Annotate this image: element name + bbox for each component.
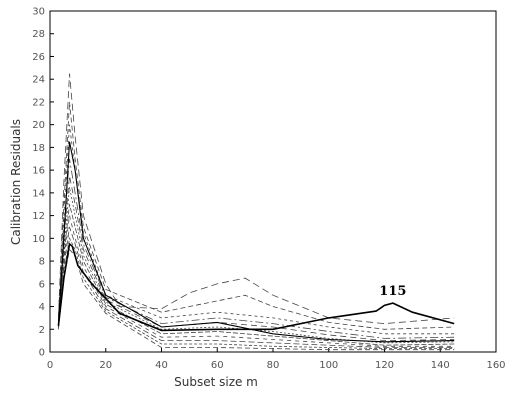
y-axis-title: Calibration Residuals	[9, 119, 23, 245]
y-tick-label: 22	[32, 97, 45, 108]
x-axis-ticks: 0 20 40 60 80 100 120 140 160	[47, 348, 506, 371]
y-tick-label: 10	[32, 234, 45, 245]
y-tick-label: 18	[32, 143, 45, 154]
series-line	[58, 216, 454, 347]
y-tick-label: 24	[32, 75, 45, 86]
series-line	[58, 187, 454, 343]
y-tick-label: 28	[32, 29, 45, 40]
y-tick-label: 6	[39, 279, 45, 290]
y-tick-label: 16	[32, 166, 45, 177]
y-tick-label: 14	[32, 188, 45, 199]
x-tick-label: 40	[155, 360, 168, 371]
series-layer	[58, 74, 454, 350]
series-line	[58, 204, 454, 345]
y-tick-label: 12	[32, 211, 45, 222]
y-tick-label: 26	[32, 52, 45, 63]
x-tick-label: 140	[431, 360, 450, 371]
x-axis-title: Subset size m	[174, 375, 258, 389]
highlighted-series-layer	[58, 142, 454, 342]
x-tick-label: 0	[47, 360, 53, 371]
annotation-label: 115	[379, 284, 406, 299]
x-tick-label: 60	[211, 360, 224, 371]
x-tick-label: 100	[319, 360, 338, 371]
y-tick-label: 30	[32, 7, 45, 18]
y-tick-label: 4	[39, 302, 45, 313]
x-tick-label: 120	[375, 360, 394, 371]
y-tick-label: 0	[39, 348, 45, 359]
x-tick-label: 80	[267, 360, 280, 371]
y-tick-label: 20	[32, 120, 45, 131]
y-tick-label: 2	[39, 325, 45, 336]
y-tick-label: 8	[39, 257, 45, 268]
x-tick-label: 160	[486, 360, 505, 371]
x-tick-label: 20	[99, 360, 112, 371]
plot-frame	[50, 11, 496, 352]
